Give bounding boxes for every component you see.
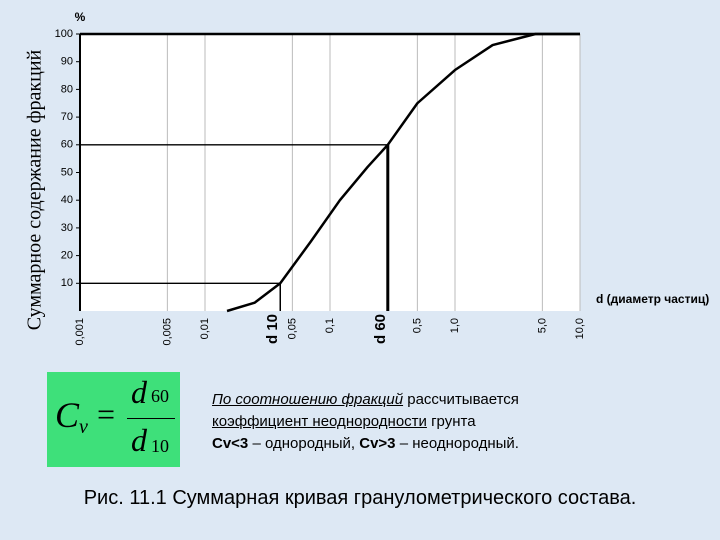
seg: Cv<3 — [212, 435, 249, 452]
x-axis-label: d (диаметр частиц) — [596, 292, 709, 306]
f-num: d — [131, 374, 147, 410]
chart: % Суммарное содержание фракций d (диамет… — [24, 10, 710, 346]
y-axis-title: Суммарное содержание фракций — [24, 49, 46, 330]
ref-label: d 60 — [372, 314, 389, 344]
y-tick-label: 90 — [61, 56, 73, 68]
y-tick-label: 20 — [61, 250, 73, 262]
seg: По соотношению фракций — [212, 391, 404, 408]
y-tick-label: 100 — [55, 28, 73, 40]
seg: коэффициент неоднородности — [212, 413, 427, 430]
y-tick-label: 10 — [61, 277, 73, 289]
y-tick-label: 60 — [61, 139, 73, 151]
caption: Рис. 11.1 Суммарная кривая гранулометрич… — [83, 487, 637, 509]
y-tick-label: 50 — [61, 166, 73, 178]
y-tick-label: 30 — [61, 222, 73, 234]
x-tick-label: 0,1 — [324, 318, 336, 333]
x-tick-label: 10,0 — [574, 318, 586, 339]
x-tick-label: 0,5 — [411, 318, 423, 333]
f-lhs: C — [55, 395, 80, 435]
f-bar — [127, 418, 175, 419]
f-den: d — [131, 422, 147, 458]
f-den-sub: 10 — [151, 436, 169, 456]
formula: C v = d 60 d 10 — [47, 372, 180, 467]
x-tick-label: 0,001 — [74, 318, 86, 346]
seg: – неоднородный. — [395, 435, 519, 452]
x-tick-label: 0,05 — [286, 318, 298, 339]
seg: Cv>3 — [359, 435, 396, 452]
y-tick-label: 80 — [61, 83, 73, 95]
x-tick-label: 1,0 — [449, 318, 461, 333]
y-tick-label: 70 — [61, 111, 73, 123]
f-eq: = — [97, 396, 116, 432]
ref-label: d 10 — [264, 314, 281, 344]
paragraph: По соотношению фракций рассчитывается коэ… — [212, 389, 692, 455]
x-tick-label: 5,0 — [536, 318, 548, 333]
f-lhs-sub: v — [79, 416, 88, 438]
seg: – однородный, — [248, 435, 360, 452]
f-num-sub: 60 — [151, 386, 169, 406]
seg: грунта — [426, 413, 476, 430]
seg: рассчитывается — [403, 391, 519, 408]
y-unit: % — [75, 10, 86, 24]
curve — [226, 32, 580, 313]
x-tick-label: 0,005 — [161, 318, 173, 346]
y-tick-label: 40 — [61, 194, 73, 206]
x-tick-label: 0,01 — [199, 318, 211, 339]
